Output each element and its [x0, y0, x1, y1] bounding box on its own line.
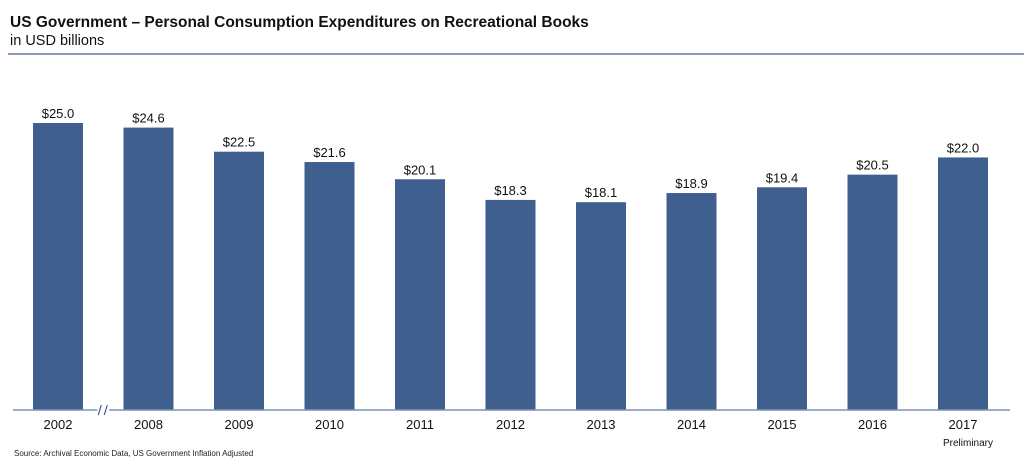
bar-2011	[395, 179, 445, 410]
chart-subtitle: in USD billions	[10, 33, 105, 49]
x-tick-label-2016: 2016	[858, 417, 887, 432]
data-label-2016: $20.5	[856, 158, 889, 173]
data-label-2011: $20.1	[404, 162, 437, 177]
bar-2016	[847, 174, 898, 410]
data-label-2002: $25.0	[42, 106, 75, 121]
bar-2012	[485, 199, 536, 410]
bar-2008	[123, 127, 174, 410]
x-tick-label-2008: 2008	[134, 417, 163, 432]
data-label-2008: $24.6	[132, 111, 165, 126]
x-tick-label-2012: 2012	[496, 417, 525, 432]
x-tick-label-2011: 2011	[406, 417, 434, 432]
bar-2002	[33, 123, 83, 410]
x-tick-label-2009: 2009	[225, 417, 254, 432]
data-label-2012: $18.3	[494, 183, 527, 198]
data-label-2010: $21.6	[313, 145, 346, 160]
axis-break-mark	[97, 404, 102, 416]
bar-2015	[757, 187, 807, 410]
bar-2017	[938, 157, 988, 410]
x-tick-label-2014: 2014	[677, 417, 706, 432]
source-note: Source: Archival Economic Data, US Gover…	[14, 449, 254, 458]
x-tick-label-2015: 2015	[768, 417, 797, 432]
bar-2010	[304, 162, 355, 410]
x-tick-label-2013: 2013	[587, 417, 616, 432]
data-label-2014: $18.9	[675, 176, 708, 191]
title-divider	[8, 53, 1024, 55]
chart-title: US Government – Personal Consumption Exp…	[10, 14, 589, 31]
data-label-2009: $22.5	[223, 135, 256, 150]
data-label-2017: $22.0	[947, 140, 980, 155]
data-label-2015: $19.4	[766, 170, 799, 185]
axis-break-mark	[103, 404, 108, 416]
x-tick-label-2010: 2010	[315, 417, 344, 432]
bar-2014	[666, 193, 717, 410]
x-tick-label-2017: 2017	[949, 417, 978, 432]
data-label-2013: $18.1	[585, 185, 618, 200]
axis-break-gap	[97, 406, 110, 414]
x-tick-label-2002: 2002	[44, 417, 73, 432]
bar-2013	[576, 202, 626, 410]
bar-2009	[214, 151, 264, 410]
annotation-preliminary: Preliminary	[943, 438, 993, 449]
